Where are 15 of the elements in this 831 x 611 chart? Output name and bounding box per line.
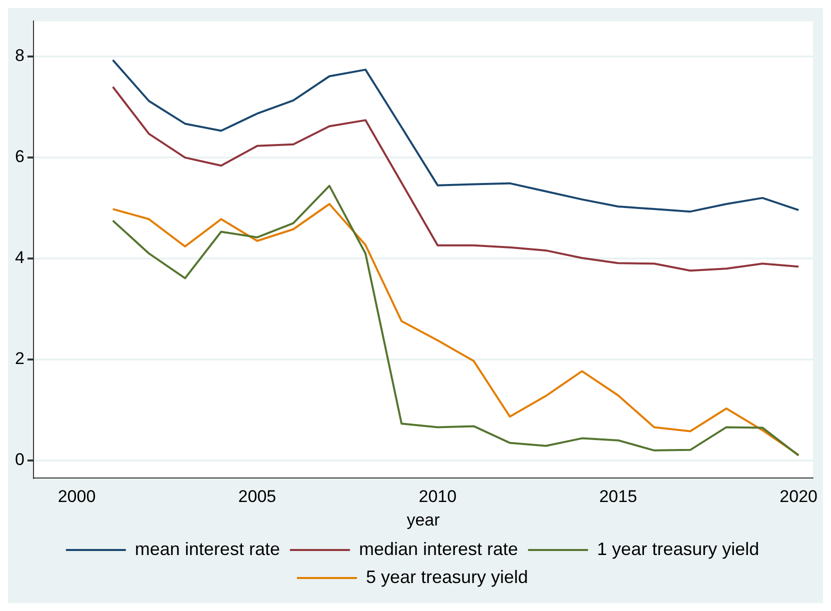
x-tick-label: 2005 [238, 487, 276, 506]
legend-label: mean interest rate [134, 538, 280, 559]
x-tick-label: 2000 [58, 487, 96, 506]
legend-label: median interest rate [358, 538, 518, 559]
y-tick-label: 4 [14, 248, 24, 268]
legend-label: 5 year treasury yield [366, 566, 528, 587]
y-tick-label: 2 [14, 349, 24, 368]
x-tick-label: 2015 [599, 487, 638, 506]
y-tick-label: 8 [14, 46, 24, 66]
legend-label: 1 year treasury yield [597, 538, 760, 559]
x-tick-label: 2010 [418, 487, 457, 506]
y-tick-label: 0 [14, 450, 24, 470]
y-tick-label: 6 [14, 147, 24, 166]
x-tick-label: 2020 [780, 487, 818, 506]
x-axis-title: year [406, 510, 440, 530]
